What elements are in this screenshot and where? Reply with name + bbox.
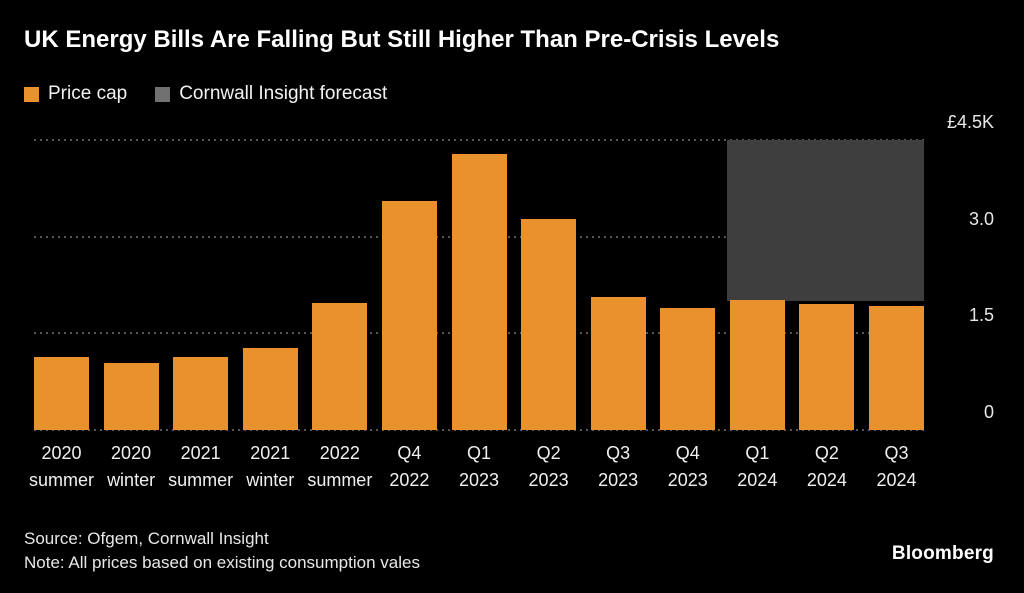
y-axis-tick-label: 3.0 <box>968 208 994 229</box>
x-label-line2: summer <box>168 470 234 490</box>
bar-2021-winter <box>242 347 298 430</box>
x-axis-tick-label: Q3 2023 <box>573 440 663 494</box>
x-label-line1: Q2 <box>814 443 839 463</box>
x-axis-tick-label: Q4 2023 <box>643 440 733 494</box>
x-label-line2: 2022 <box>389 470 430 490</box>
x-axis-tick-label: 2021 winter <box>225 440 315 494</box>
x-label-line1: Q4 <box>675 443 700 463</box>
chart-title: UK Energy Bills Are Falling But Still Hi… <box>24 26 780 53</box>
legend-label-forecast: Cornwall Insight forecast <box>179 83 388 104</box>
x-axis-tick-label: 2020 winter <box>86 440 176 494</box>
bar-Q3-2023 <box>590 296 646 430</box>
bar-Q4-2022 <box>381 201 437 430</box>
x-axis-tick-label: 2021 summer <box>156 440 246 494</box>
y-axis-tick-label: £4.5K <box>946 112 994 132</box>
x-label-line2: 2023 <box>667 470 708 490</box>
x-label-line1: 2022 <box>319 443 360 463</box>
bar-Q4-2023 <box>660 308 716 430</box>
legend-label-price-cap: Price cap <box>48 83 128 104</box>
x-label-line1: Q2 <box>536 443 561 463</box>
bar-2020-summer <box>34 357 89 430</box>
bar-Q3-2024 <box>869 306 924 430</box>
gridline-0 <box>34 429 924 431</box>
x-label-line1: Q1 <box>466 443 491 463</box>
x-axis-tick-label: Q4 2022 <box>364 440 454 494</box>
bar-Q2-2024 <box>799 303 855 430</box>
legend: Price cap Cornwall Insight forecast <box>24 83 387 105</box>
x-axis-tick-label: Q2 2023 <box>504 440 594 494</box>
x-label-line2: summer <box>307 470 373 490</box>
x-axis-tick-label: 2022 summer <box>295 440 385 494</box>
x-label-line1: 2020 <box>41 443 82 463</box>
y-axis-tick-label: 0 <box>983 402 994 422</box>
x-label-line1: 2020 <box>111 443 152 463</box>
x-axis-tick-label: Q3 2024 <box>852 440 942 494</box>
bar-Q2-2023 <box>521 218 577 430</box>
x-label-line2: summer <box>28 470 94 490</box>
x-label-line1: Q3 <box>884 443 909 463</box>
bar-Q1-2023 <box>451 154 507 430</box>
x-axis-tick-label: Q1 2023 <box>434 440 524 494</box>
x-label-line1: Q1 <box>745 443 770 463</box>
x-axis-tick-label: 2020 summer <box>17 440 107 494</box>
bar-Q1-2024 <box>729 299 785 430</box>
y-axis-tick-label: 1.5 <box>968 305 994 326</box>
plot-area <box>34 139 924 431</box>
source-note-block: Source: Ofgem, Cornwall Insight Note: Al… <box>24 527 420 575</box>
bar-2022-summer <box>312 303 368 430</box>
x-label-line2: 2024 <box>876 470 917 490</box>
legend-item-forecast: Cornwall Insight forecast <box>155 83 387 105</box>
x-label-line1: Q4 <box>397 443 422 463</box>
x-label-line2: 2024 <box>806 470 847 490</box>
legend-item-price-cap: Price cap <box>24 83 127 105</box>
forecast-swatch <box>155 86 171 102</box>
note-line: Note: All prices based on existing consu… <box>24 553 420 572</box>
x-label-line2: 2024 <box>737 470 778 490</box>
x-label-line2: 2023 <box>528 470 569 490</box>
x-label-line1: 2021 <box>180 443 221 463</box>
bloomberg-logo: Bloomberg <box>891 543 994 564</box>
price-cap-swatch <box>24 86 39 102</box>
x-label-line2: 2023 <box>458 470 500 490</box>
x-label-line2: winter <box>246 470 295 490</box>
x-axis-tick-label: Q1 2024 <box>712 440 802 494</box>
x-label-line2: winter <box>107 470 156 490</box>
bar-2021-summer <box>173 356 229 430</box>
source-line: Source: Ofgem, Cornwall Insight <box>24 529 269 548</box>
gridline-4.5 <box>34 139 924 141</box>
bar-2020-winter <box>103 362 159 430</box>
x-axis-tick-label: Q2 2024 <box>782 440 872 494</box>
x-label-line2: 2023 <box>598 470 639 490</box>
x-label-line1: 2021 <box>250 443 291 463</box>
x-label-line1: Q3 <box>606 443 631 463</box>
forecast-band <box>726 140 924 302</box>
